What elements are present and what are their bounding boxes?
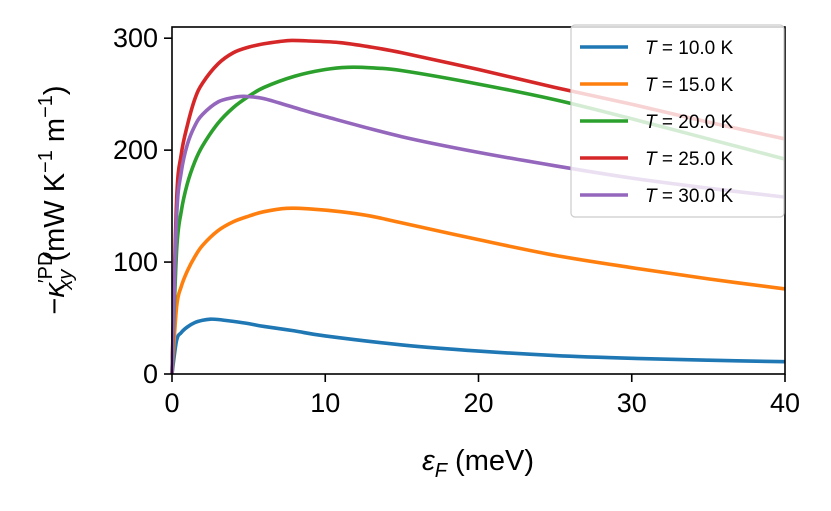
y-tick-label: 0 <box>143 359 158 389</box>
y-tick-label: 300 <box>113 23 158 53</box>
legend-box <box>570 24 785 218</box>
series-line-4 <box>170 38 786 375</box>
legend-label-2: T = 15.0 K <box>645 75 734 96</box>
legend-label-5: T = 30.0 K <box>645 186 734 207</box>
ticks-layer: 0 10 20 30 40 0 100 200 300 <box>113 23 800 418</box>
y-tick-label: 200 <box>113 135 158 165</box>
series-line-1 <box>170 317 786 375</box>
x-tick-label: 30 <box>617 388 647 418</box>
series-line-2 <box>170 206 786 375</box>
legend-label-1: T = 10.0 K <box>645 38 734 59</box>
legend-label-4: T = 25.0 K <box>645 149 734 170</box>
series-line-5 <box>170 94 786 375</box>
y-tick-label: 100 <box>113 247 158 277</box>
x-tick-label: 20 <box>463 388 493 418</box>
x-tick-label: 0 <box>164 388 179 418</box>
y-axis-title: −κ′PDxy (mW K−1 m−1) <box>35 85 77 314</box>
x-axis-title: εF (meV) <box>422 445 534 482</box>
legend-label-3: T = 20.0 K <box>645 112 734 133</box>
legend-items: T = 10.0 K T = 15.0 K T = 20.0 K T = 25.0 K… <box>580 38 734 207</box>
series-layer <box>170 38 786 375</box>
series-line-3 <box>170 65 786 375</box>
legend: T = 10.0 K T = 15.0 K T = 20.0 K T = 25.0 K… <box>570 24 785 218</box>
x-tick-label: 10 <box>310 388 340 418</box>
x-tick-label: 40 <box>770 388 800 418</box>
